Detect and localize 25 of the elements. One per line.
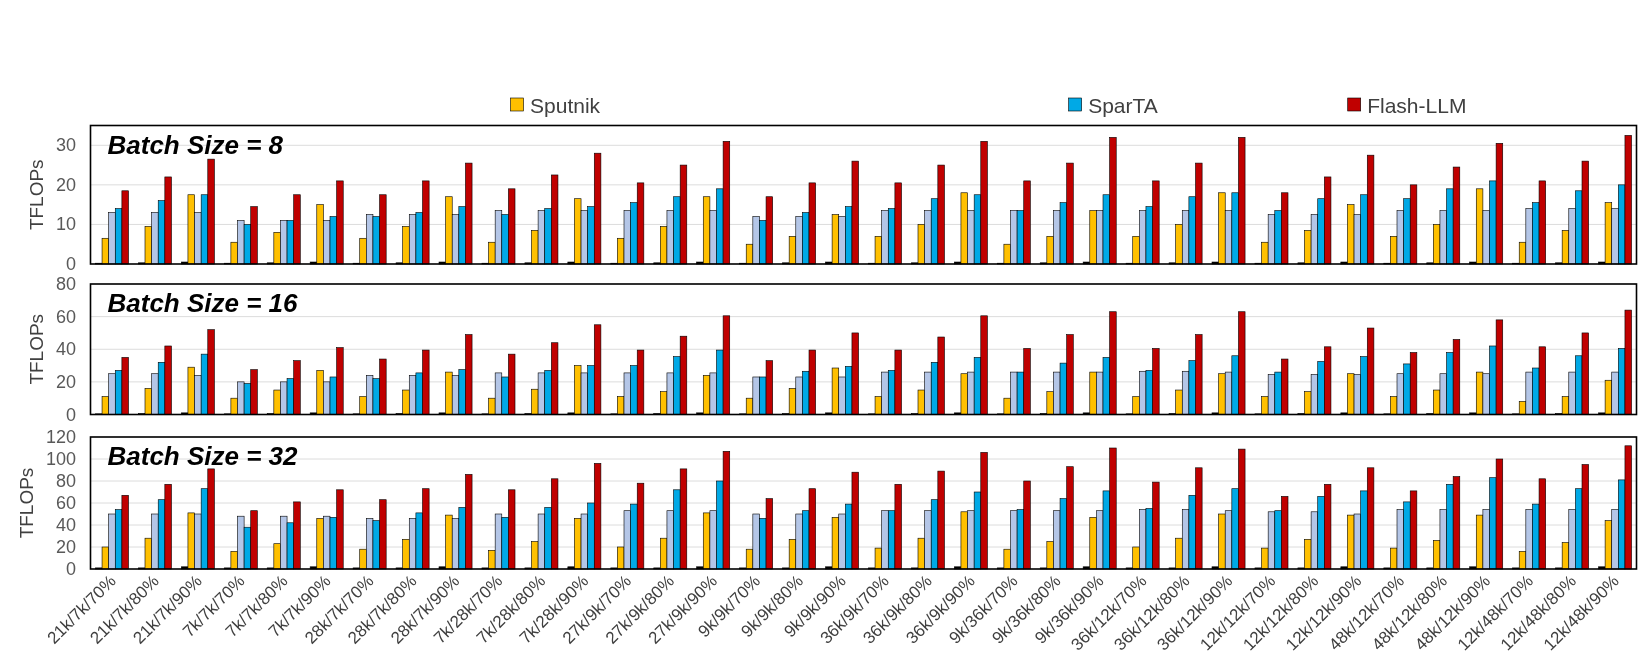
chart-title: Batch Size = 32 bbox=[107, 441, 299, 471]
y-tick-label: 20 bbox=[55, 371, 76, 392]
y-axis-title: TFLOPs bbox=[25, 159, 47, 231]
y-axis-title: TFLOPs bbox=[15, 467, 37, 539]
y-tick-label: 20 bbox=[55, 174, 76, 195]
y-tick-label: 40 bbox=[55, 339, 76, 360]
chart-title: Batch Size = 8 bbox=[107, 129, 284, 160]
y-tick-label: 80 bbox=[55, 274, 76, 294]
chart-title: Batch Size = 16 bbox=[107, 288, 299, 318]
y-tick-label: 60 bbox=[55, 306, 76, 327]
y-tick-label: 60 bbox=[55, 493, 76, 513]
y-tick-label: 0 bbox=[65, 559, 76, 579]
legend-label: Flash-LLM bbox=[1367, 93, 1467, 116]
legend-label: Sputnik bbox=[530, 93, 601, 116]
legend-label: SparTA bbox=[1088, 93, 1158, 116]
y-tick-label: 80 bbox=[55, 471, 76, 491]
y-tick-label: 40 bbox=[55, 515, 76, 535]
y-tick-label: 120 bbox=[45, 427, 76, 447]
y-tick-label: 100 bbox=[45, 449, 76, 469]
y-tick-label: 10 bbox=[55, 214, 76, 235]
y-tick-label: 20 bbox=[55, 537, 76, 557]
y-tick-label: 0 bbox=[65, 404, 76, 425]
y-tick-label: 0 bbox=[65, 254, 76, 274]
y-axis-title: TFLOPs bbox=[25, 313, 47, 385]
y-tick-label: 30 bbox=[55, 135, 76, 156]
